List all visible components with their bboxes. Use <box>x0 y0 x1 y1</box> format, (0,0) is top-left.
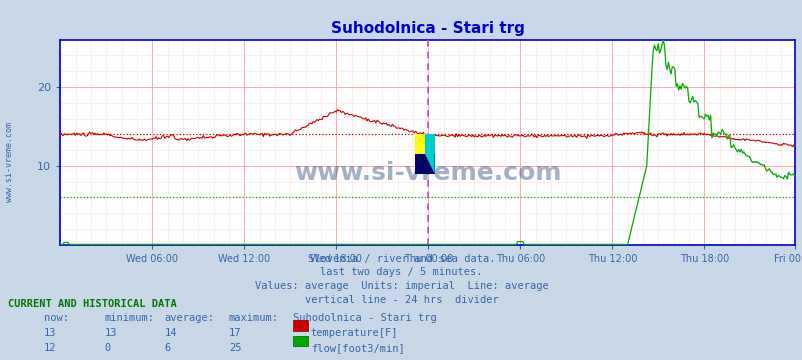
Text: 17: 17 <box>229 328 241 338</box>
Text: 25: 25 <box>229 343 241 354</box>
Bar <box>415 134 424 154</box>
Text: 6: 6 <box>164 343 171 354</box>
Text: flow[foot3/min]: flow[foot3/min] <box>310 343 404 354</box>
Text: now:: now: <box>44 313 69 323</box>
Text: Slovenia / river and sea data.: Slovenia / river and sea data. <box>307 254 495 264</box>
Text: www.si-vreme.com: www.si-vreme.com <box>5 122 14 202</box>
Bar <box>424 134 434 154</box>
Polygon shape <box>424 154 434 174</box>
Text: Suhodolnica - Stari trg: Suhodolnica - Stari trg <box>293 313 436 323</box>
Bar <box>415 154 434 174</box>
Title: Suhodolnica - Stari trg: Suhodolnica - Stari trg <box>330 21 524 36</box>
Text: maximum:: maximum: <box>229 313 278 323</box>
Text: minimum:: minimum: <box>104 313 154 323</box>
Text: Values: average  Units: imperial  Line: average: Values: average Units: imperial Line: av… <box>254 281 548 291</box>
Text: 13: 13 <box>44 328 57 338</box>
Text: last two days / 5 minutes.: last two days / 5 minutes. <box>320 267 482 278</box>
Text: 14: 14 <box>164 328 177 338</box>
Text: 13: 13 <box>104 328 117 338</box>
Text: vertical line - 24 hrs  divider: vertical line - 24 hrs divider <box>304 295 498 305</box>
Text: average:: average: <box>164 313 214 323</box>
Text: CURRENT AND HISTORICAL DATA: CURRENT AND HISTORICAL DATA <box>8 299 176 309</box>
Text: temperature[F]: temperature[F] <box>310 328 398 338</box>
Text: 0: 0 <box>104 343 111 354</box>
Text: 12: 12 <box>44 343 57 354</box>
Text: www.si-vreme.com: www.si-vreme.com <box>294 161 561 185</box>
